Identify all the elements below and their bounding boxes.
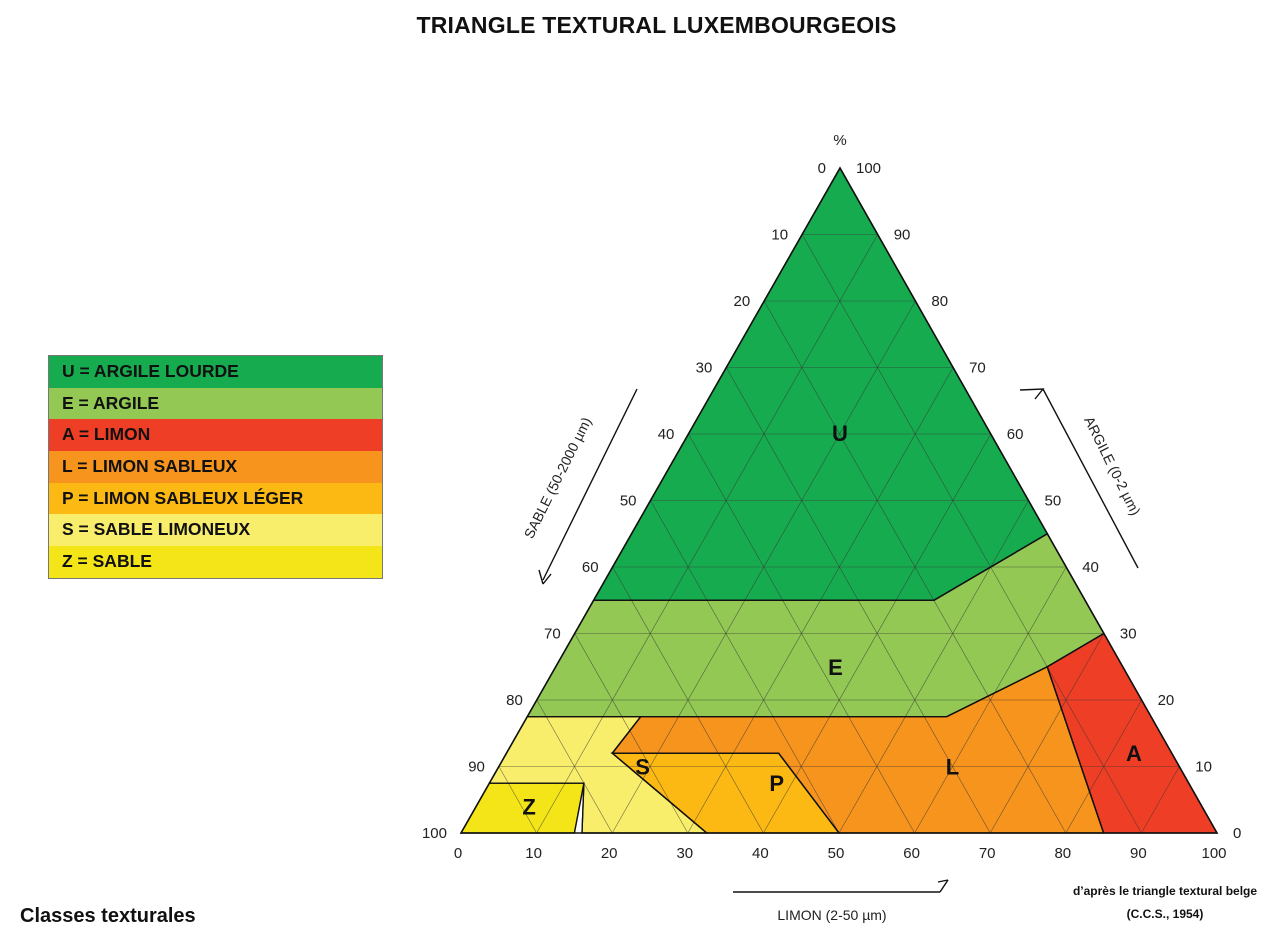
limon-tick: 100: [1201, 845, 1226, 862]
argile-tick: 80: [931, 293, 948, 310]
sable-tick: 90: [468, 759, 485, 776]
grid-line-sable-60: [612, 566, 764, 834]
zone-border-z: [459, 782, 585, 834]
limon-tick: 60: [903, 845, 920, 862]
argile-axis-arrow: [1019, 388, 1139, 569]
limon-tick: 40: [752, 845, 769, 862]
limon-tick: 80: [1054, 845, 1071, 862]
limon-tick: 70: [979, 845, 996, 862]
argile-tick: 30: [1120, 626, 1137, 643]
sable-tick: 0: [818, 160, 826, 177]
limon-axis-label: LIMON (2-50 µm): [777, 907, 886, 923]
legend-item-u: U = ARGILE LOURDE: [49, 356, 382, 388]
zone-label-z: Z: [522, 794, 535, 819]
classes-label: Classes texturales: [20, 905, 196, 927]
ticks-layer: 0102030405060708090100100908070605040302…: [422, 160, 1241, 862]
argile-tick: 20: [1158, 692, 1175, 709]
argile-tick: 0: [1233, 825, 1241, 842]
grid-line-limon-10: [536, 234, 878, 834]
limon-tick: 30: [676, 845, 693, 862]
grid-line-sable-90: [498, 766, 537, 834]
grid-line-limon-70: [989, 633, 1105, 834]
percent-symbol: %: [833, 132, 846, 149]
argile-tick: 50: [1045, 493, 1062, 510]
grid-line-sable-70: [574, 633, 689, 834]
argile-tick: 40: [1082, 559, 1099, 576]
legend-item-z: Z = SABLE: [49, 546, 382, 578]
zone-label-p: P: [769, 771, 784, 796]
zone-u: [592, 166, 1049, 601]
legend-item-a: A = LIMON: [49, 419, 382, 452]
outline-layer: U E A L P S Z: [459, 166, 1219, 834]
legend-item-p: P = LIMON SABLEUX LÉGER: [49, 482, 382, 515]
sable-tick: 20: [734, 293, 751, 310]
argile-axis-label: ARGILE (0-2 µm): [1081, 414, 1144, 518]
sable-tick: 70: [544, 626, 561, 643]
grid-line-limon-60: [914, 566, 1067, 834]
grid-line-limon-50: [838, 500, 1029, 834]
limon-tick: 50: [828, 845, 845, 862]
sable-axis-arrow: [538, 388, 638, 585]
limon-tick: 90: [1130, 845, 1147, 862]
zone-label-l: L: [946, 755, 959, 780]
zone-label-u: U: [832, 421, 848, 446]
sable-tick: 30: [696, 360, 713, 377]
page-title: TRIANGLE TEXTURAL LUXEMBOURGEOIS: [416, 12, 897, 38]
legend-item-s: S = SABLE LIMONEUX: [49, 514, 382, 547]
legend-item-e: E = ARGILE: [49, 387, 382, 420]
grid-line-sable-10: [801, 234, 1142, 834]
grid-line-limon-90: [1141, 766, 1180, 834]
zone-label-a: A: [1126, 741, 1142, 766]
credit-line-2: (C.C.S., 1954): [1126, 907, 1204, 921]
zone-label-e: E: [828, 655, 843, 680]
sable-axis-label: SABLE (50-2000 µm): [521, 415, 595, 541]
credit-line-1: d’après le triangle textural belge: [1072, 884, 1258, 898]
limon-axis-arrow: [733, 879, 949, 893]
limon-tick: 10: [525, 845, 542, 862]
argile-tick: 60: [1007, 426, 1024, 443]
grid-line-sable-50: [650, 500, 840, 834]
argile-tick: 70: [969, 360, 986, 377]
sable-tick: 80: [506, 692, 523, 709]
limon-tick: 0: [454, 845, 462, 862]
grid-line-sable-80: [536, 699, 613, 834]
argile-tick: 90: [894, 227, 911, 244]
argile-tick: 100: [856, 160, 881, 177]
sable-tick: 60: [582, 559, 599, 576]
argile-tick: 10: [1195, 759, 1212, 776]
limon-tick: 20: [601, 845, 618, 862]
legend-item-l: L = LIMON SABLEUX: [49, 451, 382, 483]
zone-label-s: S: [635, 755, 650, 780]
sable-tick: 50: [620, 493, 637, 510]
sable-tick: 100: [422, 825, 447, 842]
legend: U = ARGILE LOURDE E = ARGILE A = LIMON L…: [48, 355, 383, 579]
sable-tick: 10: [771, 227, 788, 244]
grid-line-limon-80: [1065, 699, 1142, 834]
sable-tick: 40: [658, 426, 675, 443]
